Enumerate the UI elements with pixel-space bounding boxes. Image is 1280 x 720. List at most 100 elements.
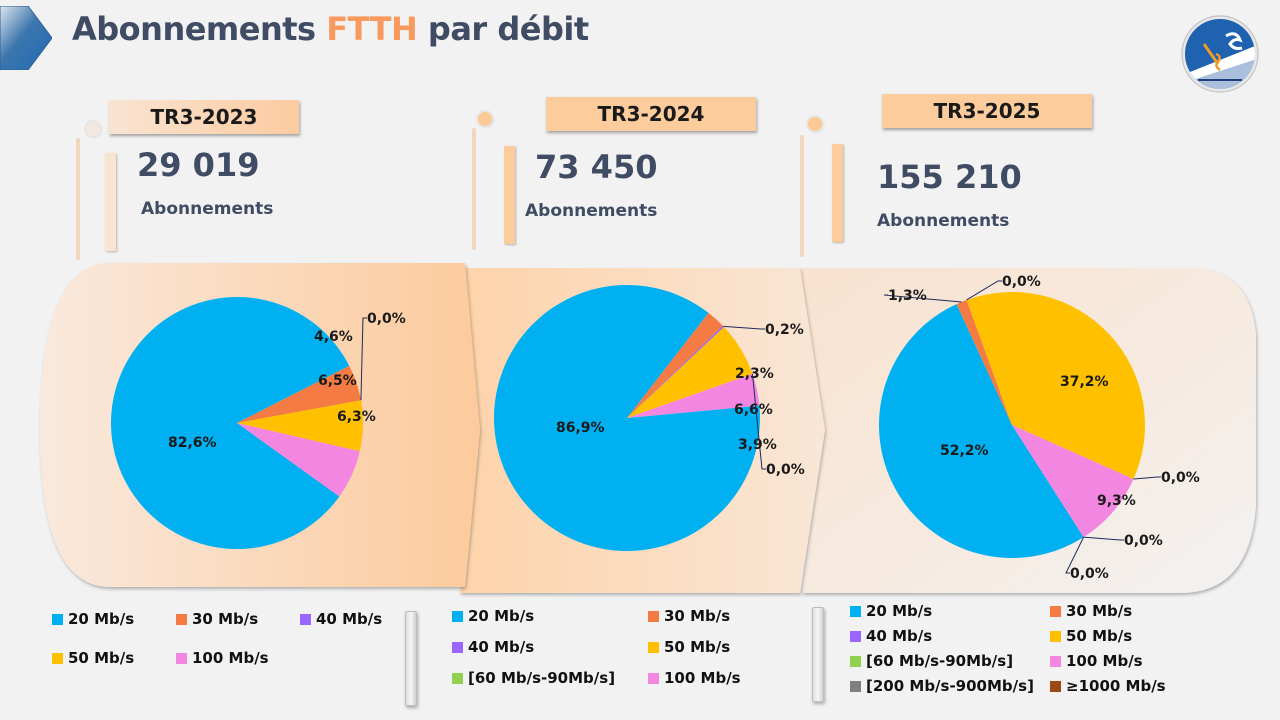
pie-TR3-2025: 52,2% 1,3% 0,0% 37,2% 0,0% 9,3% 0,0% 0,0% [878,274,1200,582]
legend-item: 50 Mb/s [1050,627,1132,645]
timeline-bar [76,138,80,260]
data-label: 3,9% [738,437,777,453]
pie-slice [627,325,724,418]
legend-label: 50 Mb/s [664,638,731,656]
legend-item: [60 Mb/s-90Mb/s] [850,652,1013,670]
data-label: 86,9% [556,420,605,436]
legend-2025: 20 Mb/s 30 Mb/s 40 Mb/s 50 Mb/s [60 Mb/s-90M… [850,602,1210,702]
data-label: 2,3% [735,366,774,382]
legend-item: 40 Mb/s [452,638,534,656]
legend-swatch [850,630,861,642]
legend-item: 30 Mb/s [176,610,258,628]
legend-label: [60 Mb/s-90Mb/s] [468,669,616,687]
pie-slice [237,365,361,423]
period-label-2023: TR3-2023 [109,100,299,134]
legend-item: 100 Mb/s [176,649,269,667]
period-label-2024: TR3-2024 [546,97,756,131]
legend-item: 20 Mb/s [452,607,534,625]
accent-bar [105,153,116,251]
data-label: 9,3% [1097,493,1136,509]
data-label: 37,2% [1060,374,1109,390]
data-label: 82,6% [168,435,217,451]
legend-label: [200 Mb/s-900Mb/s] [866,677,1034,695]
subscriptions-label-2023: Abonnements [141,199,274,219]
legend-swatch [452,641,463,653]
data-label: 0,0% [367,311,406,327]
legend-scroll-handle[interactable] [812,607,824,702]
legend-label: 20 Mb/s [468,607,535,625]
legend-label: 50 Mb/s [1066,627,1133,645]
data-label: 0,0% [1161,470,1200,486]
legend-label: 40 Mb/s [468,638,535,656]
timeline-dot [86,122,100,136]
pie-slice [627,373,760,418]
legend-swatch [52,613,63,625]
subscriptions-count-2024: 73 450 [535,148,658,186]
timeline-bar [800,135,804,257]
leader-line [751,373,766,470]
legend-label: 100 Mb/s [1066,652,1143,670]
data-label: 1,3% [888,288,927,304]
legend-item: 20 Mb/s [52,610,134,628]
legend-swatch [648,672,659,684]
pie-slice [956,299,1012,425]
legend-swatch [648,641,659,653]
legend-item: 40 Mb/s [300,610,382,628]
leader-line [1083,536,1124,541]
subscriptions-label-2024: Abonnements [525,201,658,221]
legend-swatch [52,652,63,664]
legend-label: [60 Mb/s-90Mb/s] [866,652,1014,670]
leader-line [966,280,1002,301]
title-part1: Abonnements [72,10,327,48]
chevron-icon [0,6,52,70]
pie-slice [627,326,753,418]
legend-swatch [1050,655,1061,667]
pie-slice [966,292,1145,480]
legend-swatch [850,680,861,692]
pie-TR3-2024: 86,9% 2,3% 0,2% 6,6% 0,0% 3,9% [494,285,805,551]
legend-2023: 20 Mb/s 30 Mb/s 40 Mb/s 50 Mb/s 100 Mb/s [52,610,392,690]
legend-scroll-handle[interactable] [405,611,417,706]
data-label: 0,0% [1070,566,1109,582]
pie-slice [111,297,350,550]
data-label: 6,5% [318,373,357,389]
legend-label: 100 Mb/s [192,649,269,667]
legend-2024: 20 Mb/s 30 Mb/s 40 Mb/s 50 Mb/s [60 Mb/s-90M… [452,607,792,697]
legend-swatch [452,672,463,684]
legend-label: 50 Mb/s [68,649,135,667]
legend-item: 100 Mb/s [1050,652,1143,670]
legend-label: 30 Mb/s [664,607,731,625]
accent-bar [504,146,515,244]
leader-line [883,294,962,303]
legend-swatch [850,655,861,667]
legend-swatch [300,613,311,625]
legend-label: 20 Mb/s [866,602,933,620]
data-label: 6,6% [734,402,773,418]
page-title: Abonnements FTTH par débit [72,10,589,48]
authority-logo-icon [1181,15,1259,93]
legend-item: 20 Mb/s [850,602,932,620]
pie-slice [1012,425,1134,538]
legend-swatch [176,652,187,664]
legend-item: [200 Mb/s-900Mb/s] [850,677,1034,695]
pie-TR3-2023: 82,6% 4,6% 0,0% 6,5% 6,3% [111,297,406,550]
legend-item: [60 Mb/s-90Mb/s] [452,669,615,687]
legend-item: 50 Mb/s [52,649,134,667]
legend-item: 50 Mb/s [648,638,730,656]
leader-line [723,325,765,330]
legend-swatch [1050,680,1061,692]
legend-label: 40 Mb/s [866,627,933,645]
legend-label: ≥1000 Mb/s [1066,677,1166,695]
accent-bar [832,144,843,242]
leader-line [1065,536,1085,574]
data-label: 0,0% [766,462,805,478]
pie-slice [627,312,723,418]
legend-swatch [1050,605,1061,617]
title-accent: FTTH [326,10,418,48]
leader-line [1133,476,1161,480]
data-label: 0,0% [1124,533,1163,549]
data-label: 0,2% [765,322,804,338]
subscriptions-count-2023: 29 019 [137,146,260,184]
data-label: 0,0% [1002,274,1041,290]
period-label-2025: TR3-2025 [882,94,1092,128]
